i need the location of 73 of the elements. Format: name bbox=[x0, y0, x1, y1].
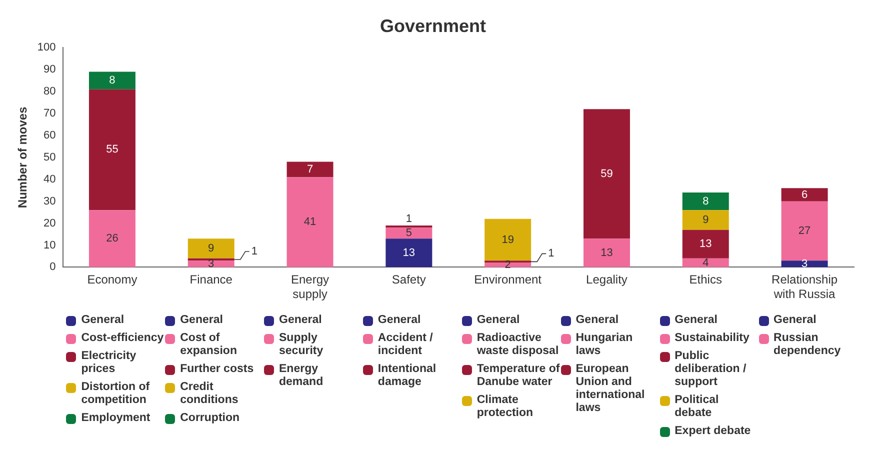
y-tick-label: 100 bbox=[37, 42, 56, 54]
y-tick-label: 40 bbox=[44, 173, 56, 186]
y-tick-label: 20 bbox=[44, 217, 56, 230]
y-tick-label: 80 bbox=[44, 86, 56, 98]
x-tick-label: Economy bbox=[87, 272, 138, 287]
legend-label: Russian dependency bbox=[774, 332, 842, 358]
legend-label: Intentional damage bbox=[378, 363, 438, 389]
legend-label: Public deliberation / support bbox=[674, 350, 748, 389]
legend-label: Distortion of competition bbox=[81, 381, 151, 407]
x-tick-label: Finance bbox=[190, 272, 233, 287]
legend-label: Electricity prices bbox=[81, 350, 138, 376]
y-axis-title: Number of moves bbox=[16, 106, 30, 208]
x-tick-label: Safety bbox=[392, 272, 426, 287]
data-label: 9 bbox=[702, 214, 709, 226]
data-label: 8 bbox=[702, 195, 709, 208]
data-label: 27 bbox=[798, 224, 811, 237]
legend-label: Cost-efficiency bbox=[81, 332, 164, 345]
data-label: 7 bbox=[306, 164, 314, 176]
legend-label: Credit conditions bbox=[180, 381, 240, 407]
data-label: 1 bbox=[251, 246, 258, 258]
data-label: 1 bbox=[406, 213, 412, 226]
y-tick-label: 50 bbox=[44, 151, 56, 164]
legend-label: General bbox=[774, 314, 816, 327]
y-tick-label: 90 bbox=[44, 64, 56, 76]
x-tick-label: Ethics bbox=[689, 272, 722, 287]
legend-label: Further costs bbox=[180, 363, 254, 376]
data-label: 59 bbox=[600, 168, 613, 180]
legend-label: General bbox=[674, 314, 718, 327]
legend-label: General bbox=[378, 314, 421, 327]
y-tick-label: 10 bbox=[44, 239, 56, 252]
legend-label: Cost of expansion bbox=[180, 332, 238, 358]
data-label: 3 bbox=[208, 258, 214, 270]
data-label: 3 bbox=[801, 258, 808, 270]
legend-label: Expert debate bbox=[674, 425, 751, 438]
chart-title: Government bbox=[380, 16, 486, 36]
legend-label: European Union and international laws bbox=[576, 363, 646, 415]
data-label: 13 bbox=[402, 246, 416, 259]
data-label: 19 bbox=[502, 234, 514, 246]
data-label: 9 bbox=[208, 242, 214, 255]
legend-label: Radioactive waste disposal bbox=[476, 332, 560, 358]
y-tick-label: 0 bbox=[50, 261, 56, 274]
legend-label: General bbox=[279, 314, 322, 327]
data-label: 8 bbox=[109, 74, 116, 87]
data-label: 55 bbox=[106, 144, 118, 156]
legend-label: General bbox=[576, 314, 619, 327]
x-tick-label: Legality bbox=[586, 272, 628, 287]
data-label: 26 bbox=[106, 232, 118, 245]
data-label: 6 bbox=[801, 188, 808, 201]
legend-label: Corruption bbox=[180, 412, 240, 425]
legend-label: Accident / incident bbox=[378, 332, 434, 358]
legend-label: General bbox=[81, 314, 124, 327]
legend-label: General bbox=[476, 314, 520, 327]
x-tick-label: Environment bbox=[474, 272, 542, 287]
legend-label: Temperature of Danube water bbox=[476, 363, 560, 389]
y-tick-label: 70 bbox=[44, 108, 56, 120]
data-label: 5 bbox=[406, 227, 412, 240]
legend-label: Employment bbox=[81, 412, 150, 425]
data-label: 4 bbox=[702, 256, 709, 269]
legend-label: Political debate bbox=[674, 394, 720, 420]
data-label: 41 bbox=[304, 216, 316, 228]
x-tick-label: Relationship with Russia bbox=[772, 272, 838, 302]
x-tick-label: Energy supply bbox=[291, 272, 330, 302]
legend-label: Sustainability bbox=[674, 332, 750, 345]
legend-label: Supply security bbox=[279, 332, 324, 358]
data-label: 1 bbox=[548, 248, 554, 260]
legend-label: Hungarian laws bbox=[576, 332, 634, 358]
y-tick-label: 60 bbox=[44, 129, 56, 142]
data-label: 13 bbox=[700, 238, 712, 250]
data-label: 13 bbox=[600, 246, 613, 259]
y-tick-label: 30 bbox=[44, 195, 56, 208]
legend-label: General bbox=[180, 314, 223, 327]
legend-label: Climate protection bbox=[476, 394, 534, 420]
legend-label: Energy demand bbox=[279, 363, 324, 389]
